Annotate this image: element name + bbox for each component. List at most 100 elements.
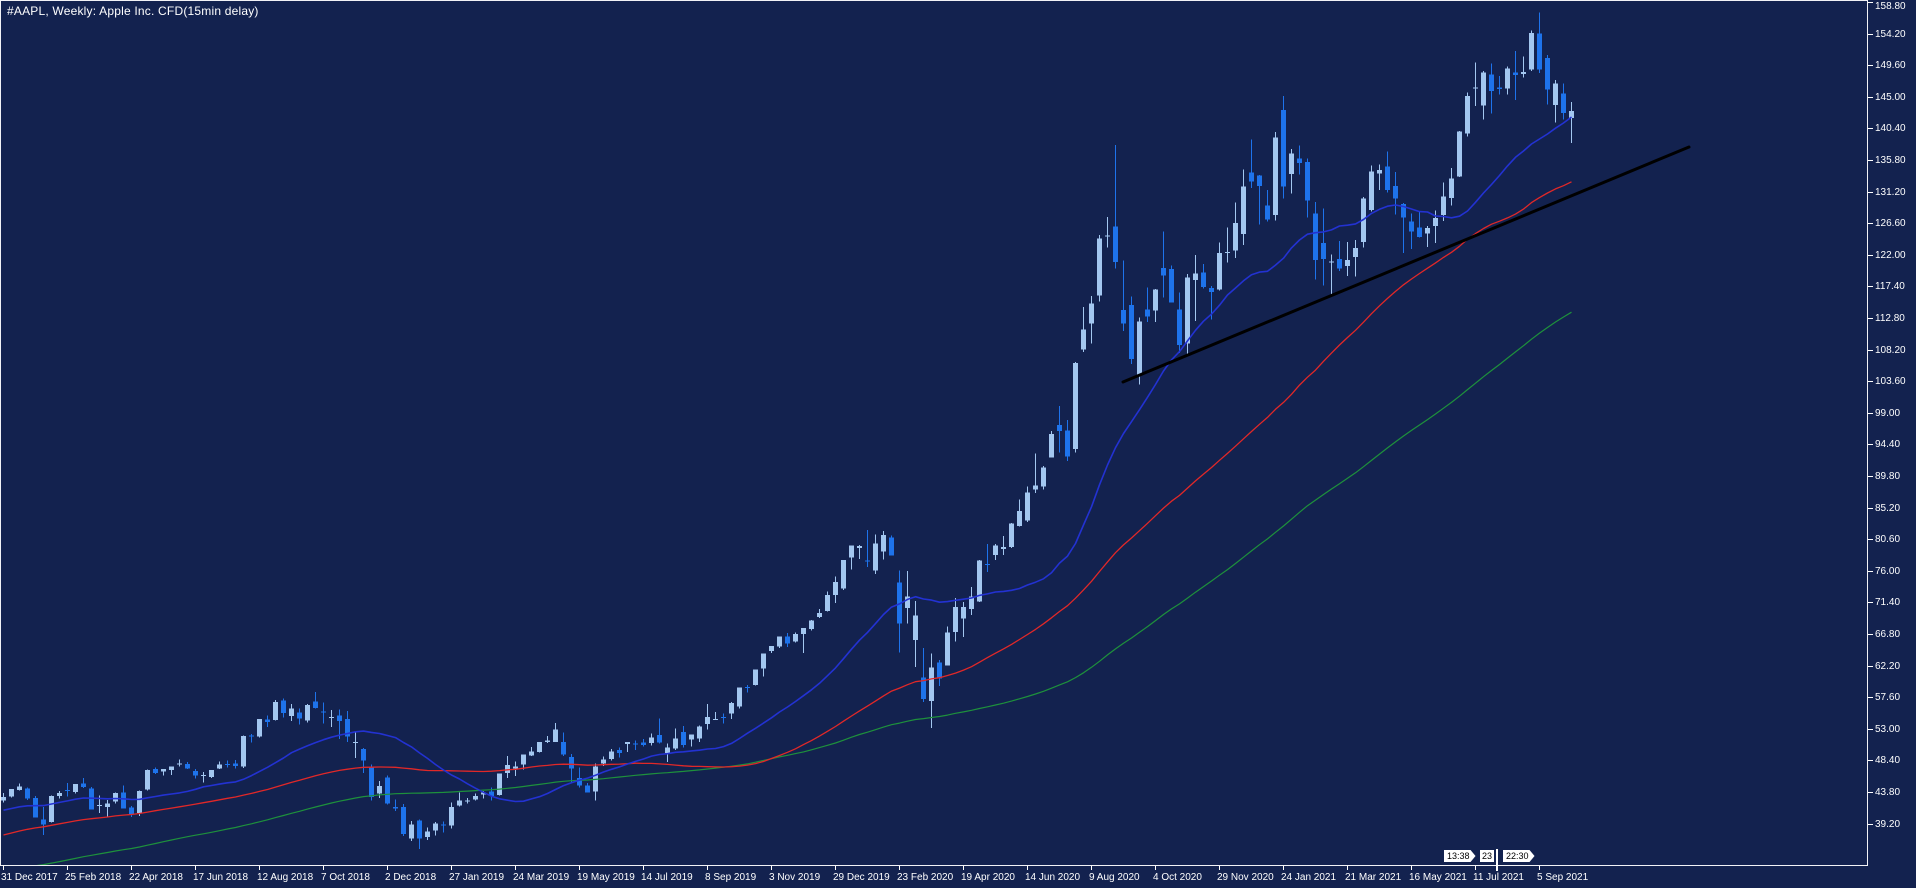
bear-candle-body (1337, 258, 1342, 269)
bear-candle-body (1489, 74, 1494, 91)
bull-candle-body (17, 786, 22, 790)
bull-candle-body (1273, 137, 1278, 216)
bull-candle-body (849, 545, 854, 558)
bull-candle-body (697, 726, 702, 739)
date-tick (835, 866, 836, 870)
price-tick (1868, 128, 1873, 129)
bull-candle-body (873, 543, 878, 571)
price-tick (1868, 350, 1873, 351)
bull-candle-body (1193, 273, 1198, 281)
bull-candle-body (529, 751, 534, 756)
price-axis[interactable]: 158.80 154.20 149.60 145.00 140.40 135.80 131.… (1868, 0, 1916, 866)
bull-candle-body (505, 764, 510, 773)
price-tick (1868, 255, 1873, 256)
date-tick (3, 866, 4, 870)
bull-candle-body (801, 627, 806, 634)
bull-candle-body (1089, 303, 1094, 324)
bull-candle-body (1033, 485, 1038, 490)
date-tick-label: 17 Jun 2018 (193, 872, 249, 883)
price-tick-label: 43.80 (1875, 787, 1901, 799)
bull-candle-body (905, 596, 910, 609)
bull-candle-body (1457, 131, 1462, 177)
ma-mid-line (3, 181, 1572, 836)
bear-candle-body (489, 791, 494, 796)
bear-candle-body (81, 783, 86, 788)
bull-candle-body (217, 764, 222, 769)
bull-candle-body (1529, 32, 1534, 70)
price-tick (1868, 97, 1873, 98)
date-tick (1283, 866, 1284, 870)
bear-candle-body (657, 734, 662, 743)
bear-candle-body (1129, 304, 1134, 359)
price-tick-label: 112.80 (1875, 313, 1905, 325)
price-tick (1868, 413, 1873, 414)
bear-candle-body (313, 701, 318, 708)
price-tick-label: 154.20 (1875, 28, 1906, 40)
bull-candle-body (1353, 247, 1358, 258)
bull-candle-body (465, 800, 470, 802)
time-axis[interactable]: 31 Dec 2017 25 Feb 2018 22 Apr 2018 17 Jun … (0, 866, 1916, 888)
date-tick-label: 29 Nov 2020 (1217, 872, 1274, 883)
bear-candle-body (1513, 72, 1518, 75)
bear-candle-body (1209, 287, 1214, 292)
bear-candle-body (33, 797, 38, 818)
bear-candle-body (393, 806, 398, 809)
date-tick-label: 25 Feb 2018 (65, 872, 122, 883)
date-tick (1347, 866, 1348, 870)
bear-candle-body (417, 820, 422, 839)
bull-candle-body (97, 804, 102, 806)
price-tick (1868, 34, 1873, 35)
price-tick-label: 66.80 (1875, 629, 1901, 641)
bull-candle-body (1009, 523, 1014, 548)
date-tick-label: 27 Jan 2019 (449, 872, 505, 883)
date-tick (1091, 866, 1092, 870)
candlestick-chart-canvas[interactable] (0, 0, 1868, 866)
bear-candle-body (1417, 227, 1422, 237)
bear-candle-body (385, 777, 390, 804)
bull-candle-body (969, 596, 974, 609)
bull-candle-body (729, 703, 734, 714)
bull-candle-body (457, 800, 462, 806)
date-tick (1027, 866, 1028, 870)
bull-candle-body (257, 719, 262, 737)
bull-candle-body (1137, 321, 1142, 375)
bull-candle-body (977, 560, 982, 602)
bull-candle-body (1017, 511, 1022, 526)
bull-candle-body (9, 788, 14, 797)
date-tick (515, 866, 516, 870)
bear-candle-body (633, 743, 638, 745)
bull-candle-body (49, 795, 54, 823)
bull-candle-body (113, 792, 118, 802)
date-tick (579, 866, 580, 870)
price-tick-label: 76.00 (1875, 565, 1901, 577)
bull-candle-body (1345, 260, 1350, 267)
price-tick (1868, 160, 1873, 161)
bear-candle-body (1497, 87, 1502, 89)
price-tick-label: 108.20 (1875, 344, 1906, 356)
bear-candle-body (249, 735, 254, 737)
bear-candle-body (297, 712, 302, 719)
bear-candle-body (1313, 213, 1318, 260)
bull-candle-body (841, 559, 846, 589)
bear-candle-body (1537, 33, 1542, 70)
price-tick-label: 140.40 (1875, 123, 1906, 135)
price-tick (1868, 381, 1873, 382)
bull-candle-body (105, 803, 110, 807)
bull-candle-body (665, 747, 670, 753)
date-tick (1155, 866, 1156, 870)
bull-candle-body (825, 595, 830, 612)
bull-candle-body (777, 636, 782, 647)
bull-candle-body (73, 783, 78, 793)
date-tick-label: 8 Sep 2019 (705, 872, 757, 883)
bear-candle-body (233, 763, 238, 766)
bear-candle-body (985, 563, 990, 565)
trend-line[interactable] (1121, 145, 1691, 384)
bull-candle-body (1289, 153, 1294, 175)
price-tick-label: 94.40 (1875, 439, 1901, 451)
date-tick (387, 866, 388, 870)
bull-candle-body (1465, 96, 1470, 134)
bear-candle-body (1121, 310, 1126, 324)
date-tick (899, 866, 900, 870)
anchor-separator-bar (1496, 849, 1498, 871)
bull-candle-body (1241, 186, 1246, 235)
